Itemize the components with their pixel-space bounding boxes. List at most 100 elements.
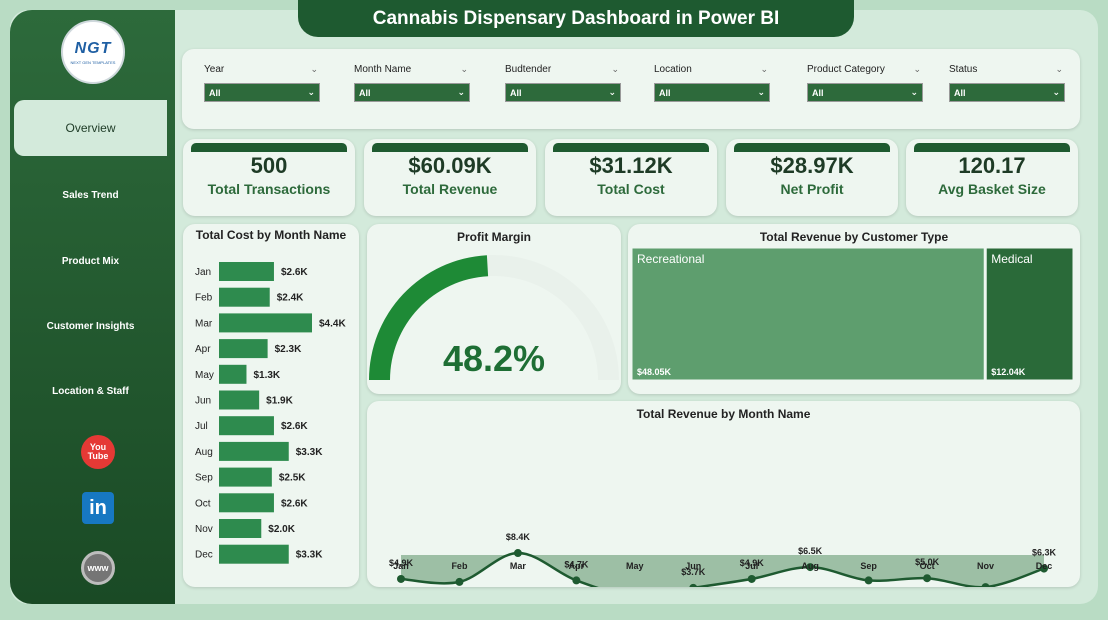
revenue-point[interactable] <box>1040 564 1048 573</box>
kpi-accent-bar <box>734 143 890 152</box>
cost-bar[interactable] <box>219 313 312 333</box>
youtube-link[interactable]: You Tube <box>80 434 116 470</box>
filter-label: Location ⌄ <box>654 64 770 75</box>
filter-location[interactable]: Location ⌄ All ⌄ <box>654 64 770 102</box>
cost-bar-category-label: Sep <box>195 473 213 484</box>
cost-bar[interactable] <box>219 416 274 436</box>
nav-item-location-staff[interactable]: Location & Staff <box>14 363 167 419</box>
nav-item-overview[interactable]: Overview <box>14 100 167 156</box>
cost-bar[interactable] <box>219 390 260 410</box>
chevron-down-icon[interactable]: ⌄ <box>913 64 921 74</box>
revenue-point[interactable] <box>806 563 815 572</box>
youtube-icon: You Tube <box>81 435 115 469</box>
revenue-point[interactable] <box>455 577 464 586</box>
cost-bar-category-label: Mar <box>195 318 213 329</box>
revenue-point[interactable] <box>689 583 698 587</box>
nav-item-sales-trend[interactable]: Sales Trend <box>14 167 167 223</box>
cost-bar[interactable] <box>219 339 268 359</box>
chevron-down-icon[interactable]: ⌄ <box>310 64 318 74</box>
cost-bar[interactable] <box>219 493 274 513</box>
kpi-label: Total Cost <box>597 181 665 197</box>
revenue-data-label: $6.3K <box>1032 548 1057 558</box>
revenue-point[interactable] <box>747 574 756 583</box>
kpi-value: $60.09K <box>408 153 492 178</box>
filter-value: All <box>659 87 671 98</box>
cost-bar[interactable] <box>219 287 270 307</box>
treemap-tile[interactable] <box>985 247 1074 381</box>
filter-value: All <box>812 87 824 98</box>
nav-item-product-mix[interactable]: Product Mix <box>14 233 167 289</box>
filter-dropdown[interactable]: All ⌄ <box>354 83 470 102</box>
filter-label: Product Category ⌄ <box>807 64 923 75</box>
revenue-point[interactable] <box>923 574 932 583</box>
filter-budtender[interactable]: Budtender ⌄ All ⌄ <box>505 64 621 102</box>
filter-product-category[interactable]: Product Category ⌄ All ⌄ <box>807 64 923 102</box>
chevron-down-icon[interactable]: ⌄ <box>1055 64 1063 74</box>
gauge-title: Profit Margin <box>457 230 531 244</box>
cost-bar-chart: Jan $2.6K Feb $2.4K Mar $4.4K Apr $2.3K May $1.3K… <box>195 262 346 564</box>
cost-bar[interactable] <box>219 262 274 281</box>
kpi-value: $31.12K <box>589 153 673 178</box>
customer-type-card: Total Revenue by Customer Type Recreatio… <box>628 224 1080 394</box>
gauge-value-arc[interactable] <box>369 255 489 380</box>
cost-bar-category-label: Oct <box>195 498 211 509</box>
nav-item-label: Product Mix <box>61 255 120 267</box>
revenue-by-month-card: Total Revenue by Month Name $4.9KJan$4.5… <box>367 401 1080 587</box>
treemap-value-label: $48.05K <box>637 367 672 377</box>
filter-dropdown[interactable]: All ⌄ <box>654 83 770 102</box>
revenue-x-tick-label: Nov <box>977 561 994 571</box>
treemap-category-label: Recreational <box>637 252 704 266</box>
filter-label: Month Name ⌄ <box>354 64 470 75</box>
logo-subtext: NEXT GEN TEMPLATES <box>70 59 116 65</box>
filter-dropdown[interactable]: All ⌄ <box>949 83 1065 102</box>
cost-bar[interactable] <box>219 364 247 384</box>
revenue-data-label: $4.7K <box>564 559 589 569</box>
kpi-label: Net Profit <box>780 181 844 197</box>
filter-value: All <box>209 87 221 98</box>
chevron-down-icon: ⌄ <box>757 87 765 97</box>
filter-status[interactable]: Status ⌄ All ⌄ <box>949 64 1065 102</box>
nav-item-customer-insights[interactable]: Customer Insights <box>14 298 167 354</box>
revenue-point[interactable] <box>572 576 581 585</box>
treemap-tile[interactable] <box>631 247 985 381</box>
page-title: Cannabis Dispensary Dashboard in Power B… <box>298 0 854 37</box>
kpi-accent-bar <box>372 143 528 152</box>
chevron-down-icon[interactable]: ⌄ <box>760 64 768 74</box>
filter-dropdown[interactable]: All ⌄ <box>204 83 320 102</box>
cost-bar-data-label: $2.0K <box>268 524 295 535</box>
cost-bar-category-label: May <box>195 370 214 381</box>
filter-month-name[interactable]: Month Name ⌄ All ⌄ <box>354 64 470 102</box>
filter-panel <box>182 49 1080 129</box>
cost-bar-category-label: Jan <box>195 267 211 278</box>
company-logo[interactable]: NGT NEXT GEN TEMPLATES <box>61 20 125 84</box>
revenue-x-tick-label: Dec <box>1036 561 1053 571</box>
revenue-point[interactable] <box>864 576 873 585</box>
filter-year[interactable]: Year ⌄ All ⌄ <box>204 64 320 102</box>
cost-bar-category-label: Feb <box>195 293 213 304</box>
kpi-value: 500 <box>250 153 288 178</box>
revenue-x-tick-label: Feb <box>451 561 468 571</box>
filter-label: Year ⌄ <box>204 64 320 75</box>
website-link[interactable]: www <box>80 550 116 586</box>
revenue-data-label: $4.9K <box>389 558 414 568</box>
filter-dropdown[interactable]: All ⌄ <box>505 83 621 102</box>
chevron-down-icon[interactable]: ⌄ <box>460 64 468 74</box>
revenue-data-label: $4.9K <box>740 558 765 568</box>
globe-icon: www <box>81 551 115 585</box>
chevron-down-icon: ⌄ <box>910 87 918 97</box>
linkedin-link[interactable]: in <box>80 490 116 526</box>
kpi-card-total-cost: $31.12K Total Cost <box>545 139 717 216</box>
cost-bar[interactable] <box>219 441 289 461</box>
cost-bar[interactable] <box>219 519 262 538</box>
revenue-point[interactable] <box>397 574 405 583</box>
chevron-down-icon[interactable]: ⌄ <box>611 64 619 74</box>
kpi-label: Avg Basket Size <box>938 181 1046 197</box>
revenue-point[interactable] <box>513 549 522 558</box>
filter-dropdown[interactable]: All ⌄ <box>807 83 923 102</box>
cost-bar[interactable] <box>219 544 289 564</box>
filter-value: All <box>954 87 966 98</box>
revenue-point[interactable] <box>981 583 990 587</box>
cost-bar[interactable] <box>219 467 272 487</box>
kpi-accent-bar <box>191 143 347 152</box>
cost-bar-data-label: $2.6K <box>281 267 308 278</box>
